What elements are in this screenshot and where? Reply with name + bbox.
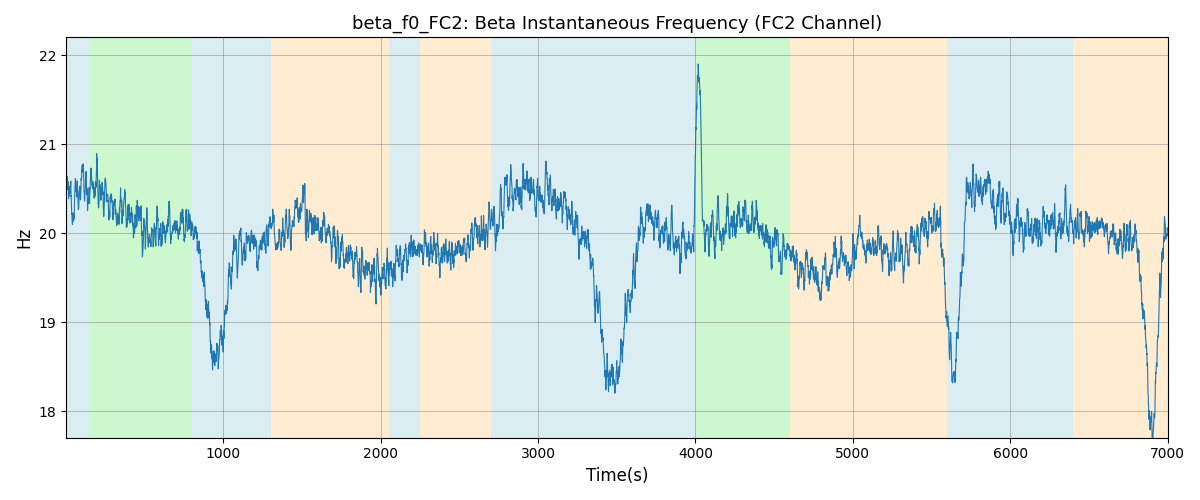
Bar: [192, 38, 270, 438]
Bar: [90, 38, 192, 438]
Bar: [947, 38, 1073, 438]
Y-axis label: Hz: Hz: [14, 227, 32, 248]
Bar: [790, 38, 947, 438]
Bar: [491, 38, 696, 438]
Bar: [389, 38, 420, 438]
Title: beta_f0_FC2: Beta Instantaneous Frequency (FC2 Channel): beta_f0_FC2: Beta Instantaneous Frequenc…: [352, 15, 882, 34]
Bar: [270, 38, 389, 438]
Bar: [420, 38, 491, 438]
Bar: [1073, 38, 1168, 438]
Bar: [696, 38, 790, 438]
Bar: [66, 38, 90, 438]
X-axis label: Time(s): Time(s): [586, 467, 648, 485]
